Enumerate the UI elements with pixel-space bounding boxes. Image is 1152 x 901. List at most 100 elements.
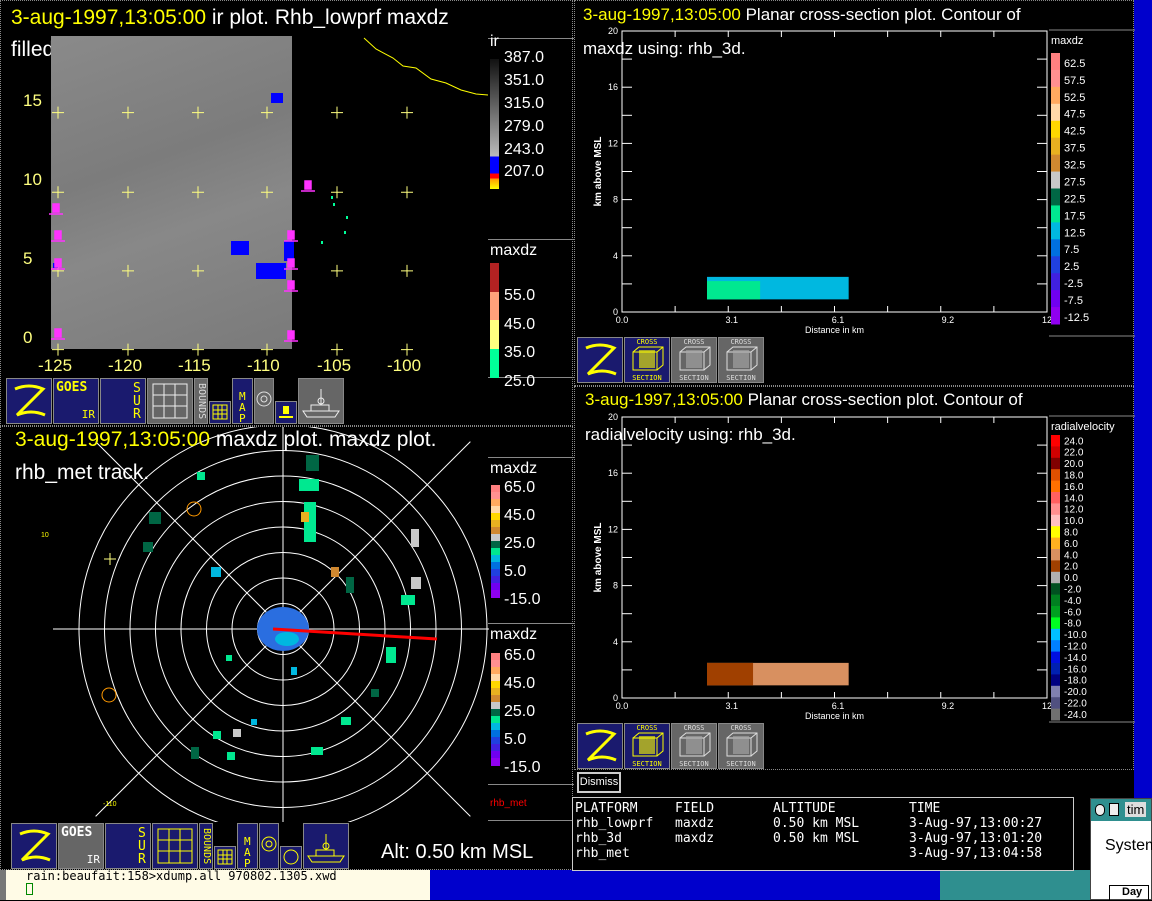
colorbar-label: 2.5 xyxy=(1064,261,1079,273)
cross-section-button[interactable]: CROSS SECTION xyxy=(718,723,764,769)
track-legend: rhb_met xyxy=(490,798,527,809)
colorbar-swatch xyxy=(490,263,499,292)
colorbar-swatch xyxy=(1051,628,1060,641)
colorbar-swatch xyxy=(1051,583,1060,596)
colorbar-swatch xyxy=(491,695,500,703)
table-cell: maxdz xyxy=(675,816,715,831)
grid-cross xyxy=(261,106,273,119)
cold-cloud-top xyxy=(231,241,249,255)
window-menu-icon[interactable] xyxy=(1095,804,1105,816)
ir-colorbar-label: 243.0 xyxy=(504,141,545,158)
radar-echo xyxy=(233,729,241,737)
colorbar-swatch xyxy=(1051,273,1060,291)
colorbar-swatch xyxy=(1051,697,1060,710)
colorbar-swatch xyxy=(490,320,499,349)
colorbar-swatch xyxy=(1051,492,1060,504)
colorbar-swatch xyxy=(1051,617,1060,630)
colorbar-label: 6.0 xyxy=(1064,539,1078,550)
zebra-z-button[interactable] xyxy=(577,723,623,769)
x-tick-label: 12 xyxy=(1042,315,1052,325)
ir-colorbar-label: 315.0 xyxy=(504,95,545,112)
bounds-button[interactable]: BOUNDS xyxy=(194,378,208,424)
table-cell: ALTITUDE xyxy=(773,801,836,816)
button-label: SECTION xyxy=(632,374,662,382)
cross-section-button[interactable]: CROSS SECTION xyxy=(624,337,670,383)
radar-ppi-plot xyxy=(53,427,489,822)
y-tick-label: 20 xyxy=(608,412,618,422)
radar-echo xyxy=(197,472,205,480)
goes-ir-button[interactable]: GOES IR xyxy=(58,823,104,869)
cross-section-button[interactable]: CROSS SECTION xyxy=(624,723,670,769)
sur-button[interactable]: SUR xyxy=(105,823,151,869)
circle-button[interactable] xyxy=(280,846,302,869)
radar-plot-title: 3-aug-1997,13:05:00 maxdz plot. maxdz pl… xyxy=(15,428,437,451)
table-row: rhb_3d maxdz 0.50 km MSL 3-Aug-97,13:01:20 xyxy=(575,831,1071,846)
grid-button[interactable] xyxy=(147,378,193,424)
side-window[interactable]: tim System Day xyxy=(1090,798,1152,901)
ship-button[interactable] xyxy=(298,378,344,424)
grid-cross xyxy=(331,343,343,356)
colorbar-swatch xyxy=(491,527,500,535)
zebra-z-button[interactable] xyxy=(6,378,52,424)
x-tick-label: 9.2 xyxy=(942,701,955,711)
cold-cloud-top xyxy=(271,93,283,103)
grid-button[interactable] xyxy=(152,823,198,869)
cross-section-button[interactable]: CROSS SECTION xyxy=(671,723,717,769)
zebra-z-button[interactable] xyxy=(577,337,623,383)
button-label: CROSS xyxy=(683,724,705,732)
ship-button[interactable] xyxy=(303,823,349,869)
colorbar-swatch xyxy=(1051,53,1060,71)
cross-section-button[interactable]: CROSS SECTION xyxy=(718,337,764,383)
terminal-window[interactable]: rain:beaufait:158>xdump.all 970802.1305.… xyxy=(0,870,430,900)
dismiss-button[interactable]: Dismiss xyxy=(577,772,621,793)
colorbar-label: -8.0 xyxy=(1064,619,1082,630)
grid-cross xyxy=(331,106,343,119)
colorbar-swatch xyxy=(491,688,500,696)
colorbar-swatch xyxy=(490,291,499,321)
buoy-button[interactable] xyxy=(275,401,297,424)
y-tick-label: 8 xyxy=(613,581,618,591)
bounds-grid-button[interactable] xyxy=(214,846,236,869)
map-button[interactable]: MAP xyxy=(237,823,258,869)
colorbar-swatch xyxy=(1051,290,1060,308)
radar-echo xyxy=(346,216,348,219)
table-cell: 3-Aug-97,13:01:20 xyxy=(909,831,1043,846)
colorbar-label: -12.5 xyxy=(1064,312,1089,324)
range-ring-button[interactable] xyxy=(254,378,274,424)
x-tick-label: -120 xyxy=(108,356,143,375)
window-doc-icon[interactable] xyxy=(1109,803,1119,816)
colorbar-swatch xyxy=(1051,480,1060,493)
cube-icon xyxy=(679,346,711,371)
grid-cross xyxy=(192,106,204,119)
table-cell: 3-Aug-97,13:00:27 xyxy=(909,816,1043,831)
radar-echo xyxy=(333,203,335,206)
day-label: Day xyxy=(1109,885,1149,901)
maxdz-colorbar-label: 25.0 xyxy=(504,535,536,552)
grid-cross xyxy=(122,186,134,199)
zebra-z-button[interactable] xyxy=(11,823,57,869)
sur-button[interactable]: SUR xyxy=(100,378,146,424)
maxdz-colorbar-title: maxdz xyxy=(490,460,538,477)
radar-echo xyxy=(411,529,419,547)
colorbar-swatch xyxy=(1051,469,1060,482)
goes-ir-button[interactable]: GOES IR xyxy=(53,378,99,424)
terminal-command: rain:beaufait:158>xdump.all 970802.1305.… xyxy=(26,869,337,883)
radar-echo xyxy=(341,717,351,725)
near-field-echo xyxy=(275,632,299,646)
range-ring-button[interactable] xyxy=(259,823,279,869)
colorbar-swatch xyxy=(491,709,500,717)
table-row: rhb_met 3-Aug-97,13:04:58 xyxy=(575,846,1071,861)
radar-echo xyxy=(299,479,319,491)
colorbar-label: -2.5 xyxy=(1064,278,1083,290)
colorbar-swatch xyxy=(1051,256,1060,274)
bounds-button[interactable]: BOUNDS xyxy=(199,823,213,869)
platform-info-table: PLATFORM FIELD ALTITUDE TIME rhb_lowprf maxdz… xyxy=(572,797,1074,871)
buoy-icon xyxy=(284,258,298,270)
bounds-grid-button[interactable] xyxy=(209,401,231,424)
cross-section-button[interactable]: CROSS SECTION xyxy=(671,337,717,383)
terminal-cursor xyxy=(26,883,33,895)
map-button[interactable]: MAP xyxy=(232,378,253,424)
x-tick-label: -115 xyxy=(178,356,211,375)
colorbar-label: -10.0 xyxy=(1064,630,1087,641)
colorbar-label: 16.0 xyxy=(1064,482,1084,493)
